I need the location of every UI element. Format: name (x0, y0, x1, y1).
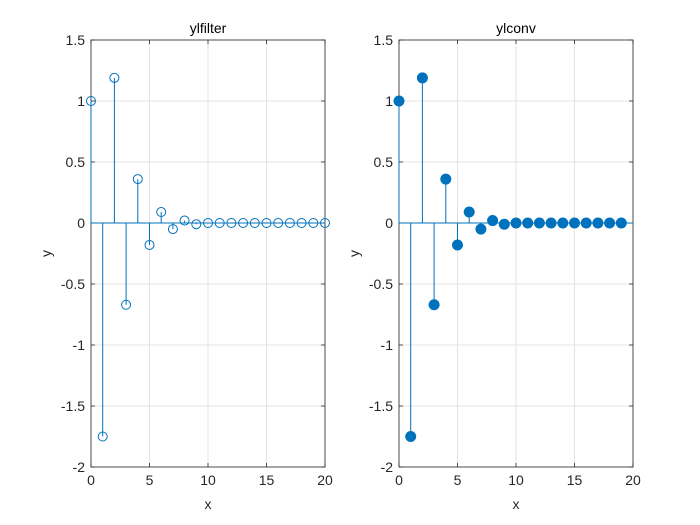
y-tick-label: -2 (381, 459, 394, 475)
data-point-marker (203, 218, 213, 228)
x-tick-label: 0 (395, 472, 403, 488)
data-point-marker (97, 431, 108, 442)
x-tick-label: 15 (567, 472, 583, 488)
x-tick-label: 0 (87, 472, 95, 488)
data-point-marker (238, 218, 249, 228)
data-point-marker (405, 431, 417, 442)
data-point-marker (475, 223, 487, 235)
y-axis-label: y (38, 250, 54, 257)
y-tick-label: 0 (385, 215, 393, 231)
data-point-marker (284, 218, 295, 228)
y-tick-label: -1.5 (61, 398, 85, 414)
data-point-marker (533, 217, 545, 229)
data-point-marker (308, 218, 319, 228)
x-tick-label: 10 (200, 472, 216, 488)
chart-title: ylfilter (190, 20, 227, 36)
data-point-marker (393, 95, 405, 107)
y-tick-label: 0.5 (66, 154, 86, 170)
data-point-marker (179, 215, 190, 226)
data-point-marker (226, 218, 237, 228)
data-point-marker (249, 218, 260, 228)
x-axis-label: x (205, 496, 212, 512)
data-point-marker (156, 207, 167, 218)
data-point-marker (557, 217, 569, 229)
x-tick-label: 20 (317, 472, 333, 488)
y-tick-label: 1.5 (66, 32, 86, 48)
data-point-marker (569, 217, 580, 229)
data-point-marker (214, 218, 225, 228)
data-point-marker (452, 239, 463, 251)
data-point-marker (144, 239, 155, 250)
data-point-marker (132, 174, 143, 185)
chart-panel-2: 0 5 10 15 20 -2 -1.5 -1 -0.5 0 0.5 1 1.5 ylconv x y (346, 20, 641, 512)
y-tick-label: -1.5 (369, 398, 393, 414)
y-tick-label: 0 (77, 215, 85, 231)
y-tick-label: 1 (77, 93, 85, 109)
y-tick-label: -1 (73, 337, 86, 353)
x-tick-label: 20 (625, 472, 641, 488)
y-tick-label: -1 (381, 337, 394, 353)
data-point-marker (273, 218, 284, 228)
y-tick-label: -2 (73, 459, 86, 475)
x-axis-label: x (513, 496, 520, 512)
data-point-marker (580, 217, 592, 229)
chart-panel-1: 0 5 10 15 20 -2 -1.5 -1 -0.5 0 0.5 1 1.5 ylfilter x y (38, 20, 333, 512)
x-tick-label: 5 (146, 472, 154, 488)
data-point-marker (121, 299, 132, 310)
data-point-marker (487, 215, 499, 227)
data-point-marker (463, 206, 475, 218)
y-tick-label: 0.5 (374, 154, 394, 170)
y-axis-label: y (346, 250, 362, 257)
data-point-marker (615, 217, 627, 229)
data-point-marker (416, 72, 428, 84)
y-tick-label: 1.5 (374, 32, 394, 48)
x-tick-label: 10 (508, 472, 524, 488)
data-point-marker (320, 218, 330, 228)
data-point-marker (167, 224, 178, 235)
y-tick-label: 1 (385, 93, 393, 109)
data-point-marker (440, 173, 452, 185)
data-point-marker (261, 218, 272, 228)
x-tick-label: 15 (259, 472, 275, 488)
data-point-marker (428, 299, 440, 311)
y-tick-label: -0.5 (61, 276, 85, 292)
data-point-marker (498, 218, 510, 230)
data-point-marker (510, 217, 522, 229)
data-point-marker (592, 217, 604, 229)
data-point-marker (604, 217, 616, 229)
y-tick-label: -0.5 (369, 276, 393, 292)
data-point-marker (109, 72, 120, 83)
data-point-marker (522, 217, 534, 229)
x-tick-label: 5 (454, 472, 462, 488)
data-point-marker (86, 96, 96, 106)
chart-title: ylconv (496, 20, 536, 36)
data-point-marker (191, 219, 202, 230)
data-point-marker (545, 217, 557, 229)
data-point-marker (296, 218, 307, 228)
